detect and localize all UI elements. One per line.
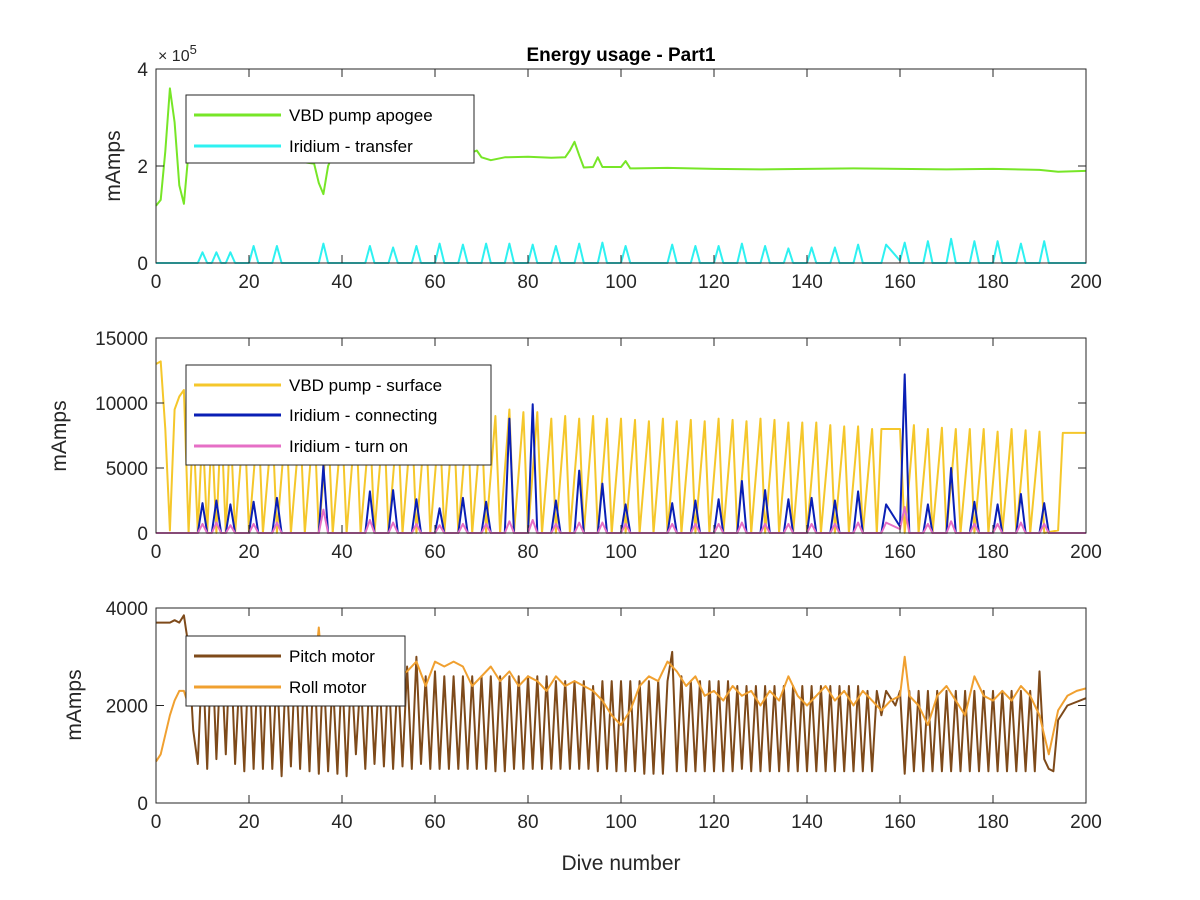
- x-tick-label: 60: [424, 272, 445, 293]
- x-tick-label: 160: [884, 812, 916, 833]
- x-tick-label: 20: [238, 542, 259, 563]
- legend-label-iridium-turn-on: Iridium - turn on: [289, 437, 408, 456]
- x-tick-label: 160: [884, 542, 916, 563]
- panel-3-legend-box: [185, 635, 406, 707]
- x-tick-label: 120: [698, 542, 730, 563]
- series-line-iridium-connecting: [156, 373, 1086, 534]
- y-tick-label: 2000: [106, 697, 148, 718]
- panel-2-ylabel: mAmps: [48, 400, 71, 471]
- x-tick-label: 60: [424, 542, 445, 563]
- x-tick-label: 100: [605, 272, 637, 293]
- panel-1-exponent-power: 5: [190, 42, 197, 57]
- panel-1-title: Energy usage - Part1: [526, 45, 715, 66]
- panel-2: mAmps 0 20 40 60 80 100 120 140 160 180 200 0 5000 10…: [48, 329, 1102, 563]
- panel-1-legend-box: [185, 94, 475, 164]
- x-tick-label: 200: [1070, 542, 1102, 563]
- x-tick-label: 60: [424, 812, 445, 833]
- y-tick-label: 4000: [106, 599, 148, 620]
- panel-1-exponent-label: × 105: [158, 42, 197, 65]
- y-tick-label: 0: [137, 524, 148, 545]
- panel-1: Energy usage - Part1 × 105 mAmps 0 20 40 60…: [102, 42, 1102, 293]
- series-line-iridium-turn-on: [156, 506, 1086, 534]
- x-tick-label: 180: [977, 542, 1009, 563]
- x-tick-label: 80: [517, 272, 538, 293]
- panel-2-legend: VBD pump - surface Iridium - connecting …: [185, 364, 492, 466]
- x-tick-label: 0: [151, 812, 162, 833]
- x-tick-label: 20: [238, 272, 259, 293]
- series-line-iridium-transfer: [156, 237, 1086, 264]
- legend-label-roll-motor: Roll motor: [289, 678, 367, 697]
- x-tick-label: 180: [977, 812, 1009, 833]
- x-tick-label: 140: [791, 542, 823, 563]
- x-tick-label: 120: [698, 272, 730, 293]
- x-tick-label: 80: [517, 542, 538, 563]
- x-tick-label: 100: [605, 542, 637, 563]
- y-tick-label: 0: [137, 254, 148, 275]
- x-tick-label: 40: [331, 542, 352, 563]
- panel-1-exponent-base: × 10: [158, 48, 190, 65]
- y-tick-label: 0: [137, 794, 148, 815]
- panel-2-series-layer: [155, 360, 1086, 534]
- x-tick-label: 160: [884, 272, 916, 293]
- x-tick-label: 180: [977, 272, 1009, 293]
- y-tick-label: 15000: [95, 329, 148, 350]
- legend-label-iridium-transfer: Iridium - transfer: [289, 137, 413, 156]
- y-tick-label: 10000: [95, 394, 148, 415]
- x-tick-label: 40: [331, 812, 352, 833]
- x-tick-label: 200: [1070, 812, 1102, 833]
- x-tick-label: 120: [698, 812, 730, 833]
- x-tick-label: 80: [517, 812, 538, 833]
- y-tick-label: 2: [137, 157, 148, 178]
- legend-label-iridium-connecting: Iridium - connecting: [289, 406, 437, 425]
- panel-1-ylabel: mAmps: [102, 130, 125, 201]
- y-tick-label: 4: [137, 60, 148, 81]
- x-tick-label: 0: [151, 542, 162, 563]
- x-tick-label: 0: [151, 272, 162, 293]
- x-tick-label: 140: [791, 812, 823, 833]
- panel-2-ticks: 0 20 40 60 80 100 120 140 160 180 200 0 5000 10000 150…: [95, 329, 1102, 563]
- panel-3-ylabel: mAmps: [63, 669, 86, 740]
- panel-3-legend: Pitch motor Roll motor: [185, 635, 406, 707]
- x-tick-label: 40: [331, 272, 352, 293]
- legend-label-vbd-pump-apogee: VBD pump apogee: [289, 106, 433, 125]
- panel-1-legend: VBD pump apogee Iridium - transfer: [185, 94, 475, 164]
- x-tick-label: 200: [1070, 272, 1102, 293]
- legend-label-vbd-pump-surface: VBD pump - surface: [289, 376, 442, 395]
- x-tick-label: 140: [791, 272, 823, 293]
- panel-3-xlabel: Dive number: [561, 852, 680, 875]
- x-tick-label: 100: [605, 812, 637, 833]
- legend-label-pitch-motor: Pitch motor: [289, 647, 375, 666]
- y-tick-label: 5000: [106, 459, 148, 480]
- panel-1-ticks: 0 20 40 60 80 100 120 140 160 180 200 0 2 4: [137, 60, 1101, 293]
- panel-3: mAmps 0 20 40 60 80 100 120 140 160 180 2000200040…: [63, 599, 1102, 875]
- x-tick-label: 20: [238, 812, 259, 833]
